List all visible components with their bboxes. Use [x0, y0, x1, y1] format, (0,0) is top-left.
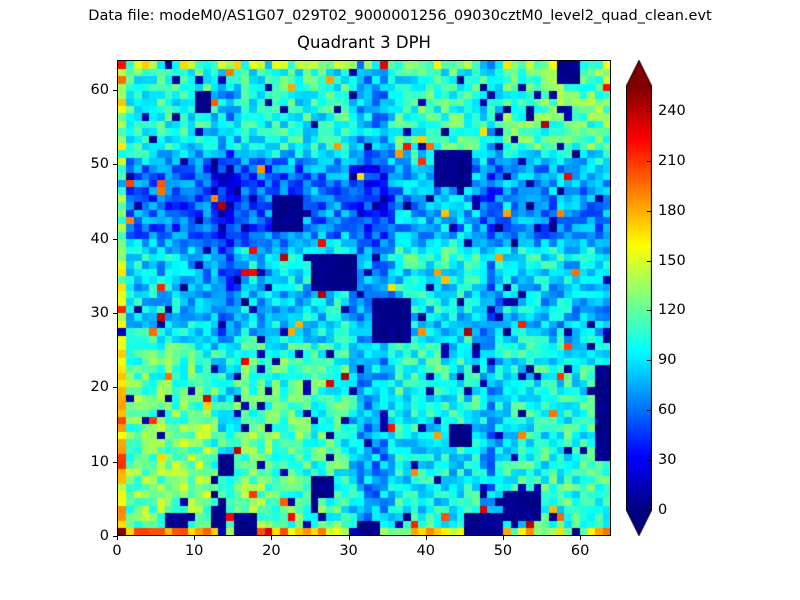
data-file-label: Data file: modeM0/AS1G07_029T02_90000012… [88, 8, 712, 24]
y-tick-mark [113, 164, 117, 166]
y-tick-label: 0 [99, 528, 109, 544]
colorbar-tick-mark [647, 110, 651, 112]
x-tick-label: 30 [339, 543, 358, 559]
y-tick-label: 20 [90, 379, 109, 396]
x-tick-mark [502, 536, 504, 540]
page-title: Quadrant 3 DPH [297, 33, 431, 52]
x-tick-mark [425, 536, 427, 540]
y-tick-mark [113, 312, 117, 314]
colorbar-tick-label: 0 [658, 502, 668, 518]
colorbar-tick-mark [647, 410, 651, 412]
x-tick-mark [580, 536, 582, 540]
y-tick-mark [113, 387, 117, 389]
y-tick-mark [113, 536, 117, 537]
colorbar-tick-mark [647, 360, 651, 362]
colorbar-tick-mark [647, 210, 651, 212]
colorbar-tick-label: 210 [658, 152, 686, 169]
y-tick-label: 60 [90, 81, 109, 98]
colorbar-tick-mark [647, 310, 651, 312]
colorbar-tick-mark [647, 460, 651, 462]
y-tick-label: 30 [90, 304, 109, 321]
x-tick-label: 10 [184, 543, 204, 559]
colorbar-tick-label: 90 [658, 352, 677, 369]
heatmap-image[interactable] [118, 61, 610, 535]
colorbar-tick-label: 60 [658, 402, 677, 419]
x-tick-label: 50 [493, 543, 513, 559]
x-tick-label: 60 [570, 543, 590, 559]
x-tick-mark [117, 536, 118, 540]
colorbar-tick-mark [647, 510, 651, 511]
colorbar-tick-mark [647, 160, 651, 162]
y-tick-label: 10 [90, 453, 109, 470]
colorbar[interactable] [626, 60, 652, 536]
colorbar-tick-label: 150 [658, 252, 686, 269]
y-tick-mark [113, 461, 117, 463]
x-tick-mark [348, 536, 350, 540]
x-tick-mark [194, 536, 196, 540]
heatmap-axes[interactable] [117, 60, 611, 536]
colorbar-tick-label: 180 [658, 202, 686, 219]
colorbar-tick-label: 120 [658, 302, 686, 319]
x-tick-label: 0 [112, 543, 122, 559]
x-tick-mark [271, 536, 273, 540]
colorbar-tick-mark [647, 260, 651, 262]
colorbar-gradient [626, 60, 652, 536]
x-tick-label: 20 [262, 543, 281, 559]
y-tick-label: 50 [90, 156, 109, 173]
y-tick-mark [113, 89, 117, 91]
y-tick-label: 40 [90, 230, 109, 247]
colorbar-tick-label: 30 [658, 452, 677, 469]
x-tick-label: 40 [416, 543, 435, 559]
colorbar-tick-label: 240 [658, 102, 686, 119]
y-tick-mark [113, 238, 117, 240]
